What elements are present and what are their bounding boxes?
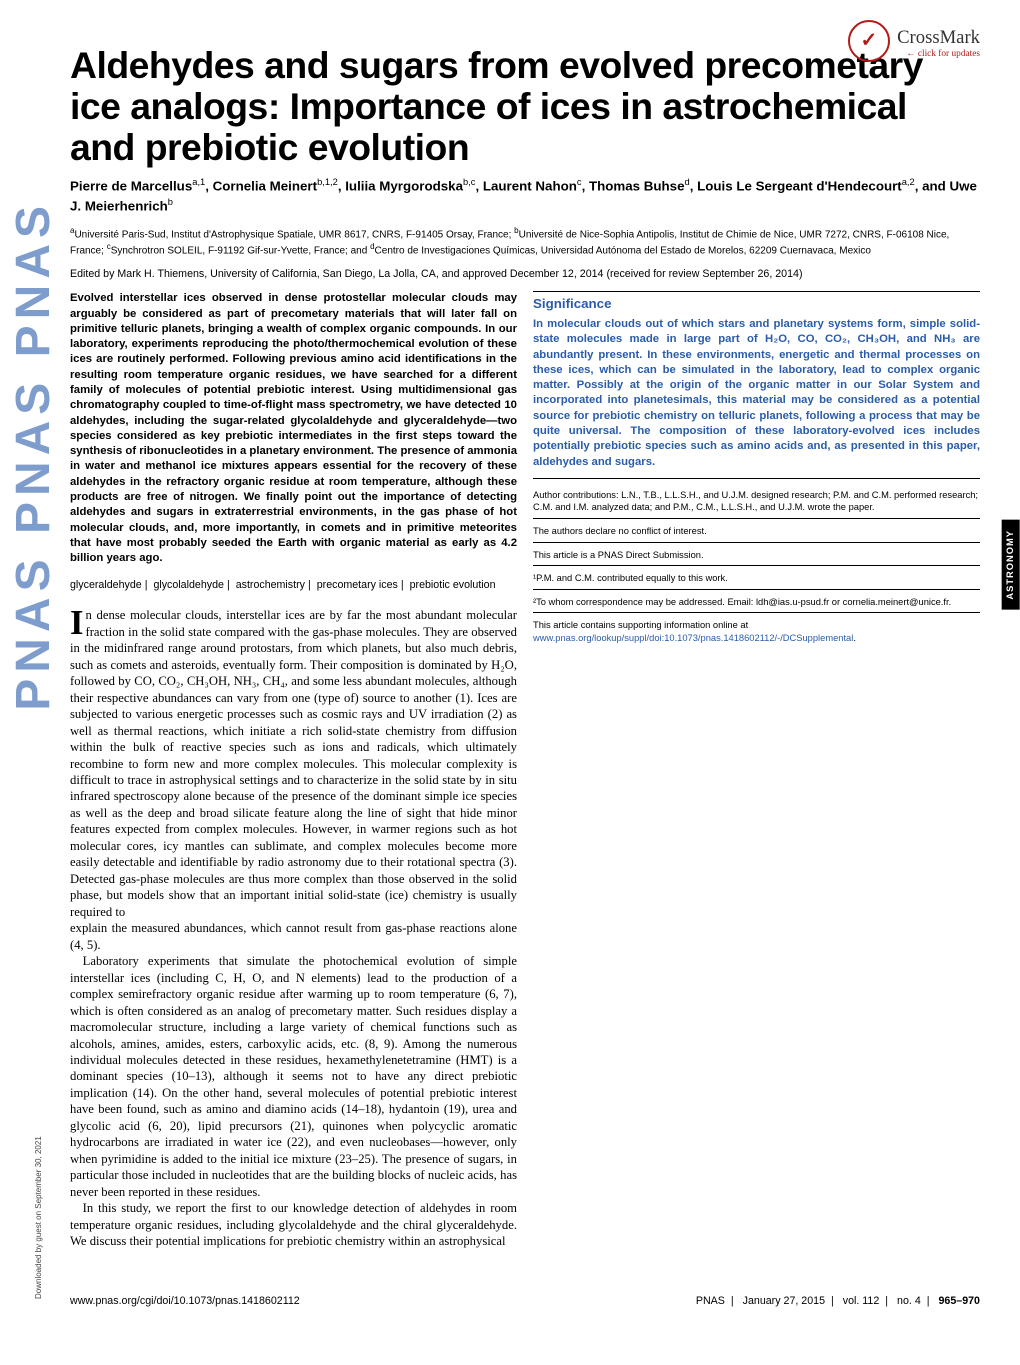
crossmark-sublabel: ← click for updates — [897, 49, 980, 61]
author-contributions: Author contributions: L.N., T.B., L.L.S.… — [533, 489, 980, 514]
affiliations: aUniversité Paris-Sud, Institut d'Astrop… — [70, 226, 980, 258]
abstract: Evolved interstellar ices observed in de… — [70, 291, 517, 566]
significance-title: Significance — [533, 296, 980, 313]
supp-link[interactable]: www.pnas.org/lookup/suppl/doi:10.1073/pn… — [533, 633, 853, 643]
footnotes: Author contributions: L.N., T.B., L.L.S.… — [533, 489, 980, 645]
footer-citation: PNAS| January 27, 2015| vol. 112| no. 4|… — [696, 1295, 980, 1308]
crossmark-icon — [848, 20, 890, 67]
significance-box: Significance In molecular clouds out of … — [533, 291, 980, 478]
body-text-col2: explain the measured abundances, which c… — [70, 920, 517, 1249]
article-title: Aldehydes and sugars from evolved precom… — [70, 45, 980, 168]
body-text-col1: In dense molecular clouds, interstellar … — [70, 607, 517, 920]
page-footer: www.pnas.org/cgi/doi/10.1073/pnas.141860… — [70, 1289, 980, 1308]
correspondence: ²To whom correspondence may be addressed… — [533, 596, 980, 609]
significance-text: In molecular clouds out of which stars a… — [533, 317, 980, 470]
footer-doi: www.pnas.org/cgi/doi/10.1073/pnas.141860… — [70, 1295, 300, 1308]
edited-by: Edited by Mark H. Thiemens, University o… — [70, 268, 980, 281]
keywords: glyceraldehyde| glycolaldehyde| astroche… — [70, 578, 517, 593]
direct-submission: This article is a PNAS Direct Submission… — [533, 549, 980, 562]
equal-contribution: ¹P.M. and C.M. contributed equally to th… — [533, 572, 980, 585]
conflict-statement: The authors declare no conflict of inter… — [533, 525, 980, 538]
crossmark-label: CrossMark — [897, 26, 980, 49]
author-list: Pierre de Marcellusa,1, Cornelia Meinert… — [70, 176, 980, 216]
supplemental-info: This article contains supporting informa… — [533, 619, 980, 644]
crossmark-badge[interactable]: CrossMark ← click for updates — [848, 20, 980, 67]
